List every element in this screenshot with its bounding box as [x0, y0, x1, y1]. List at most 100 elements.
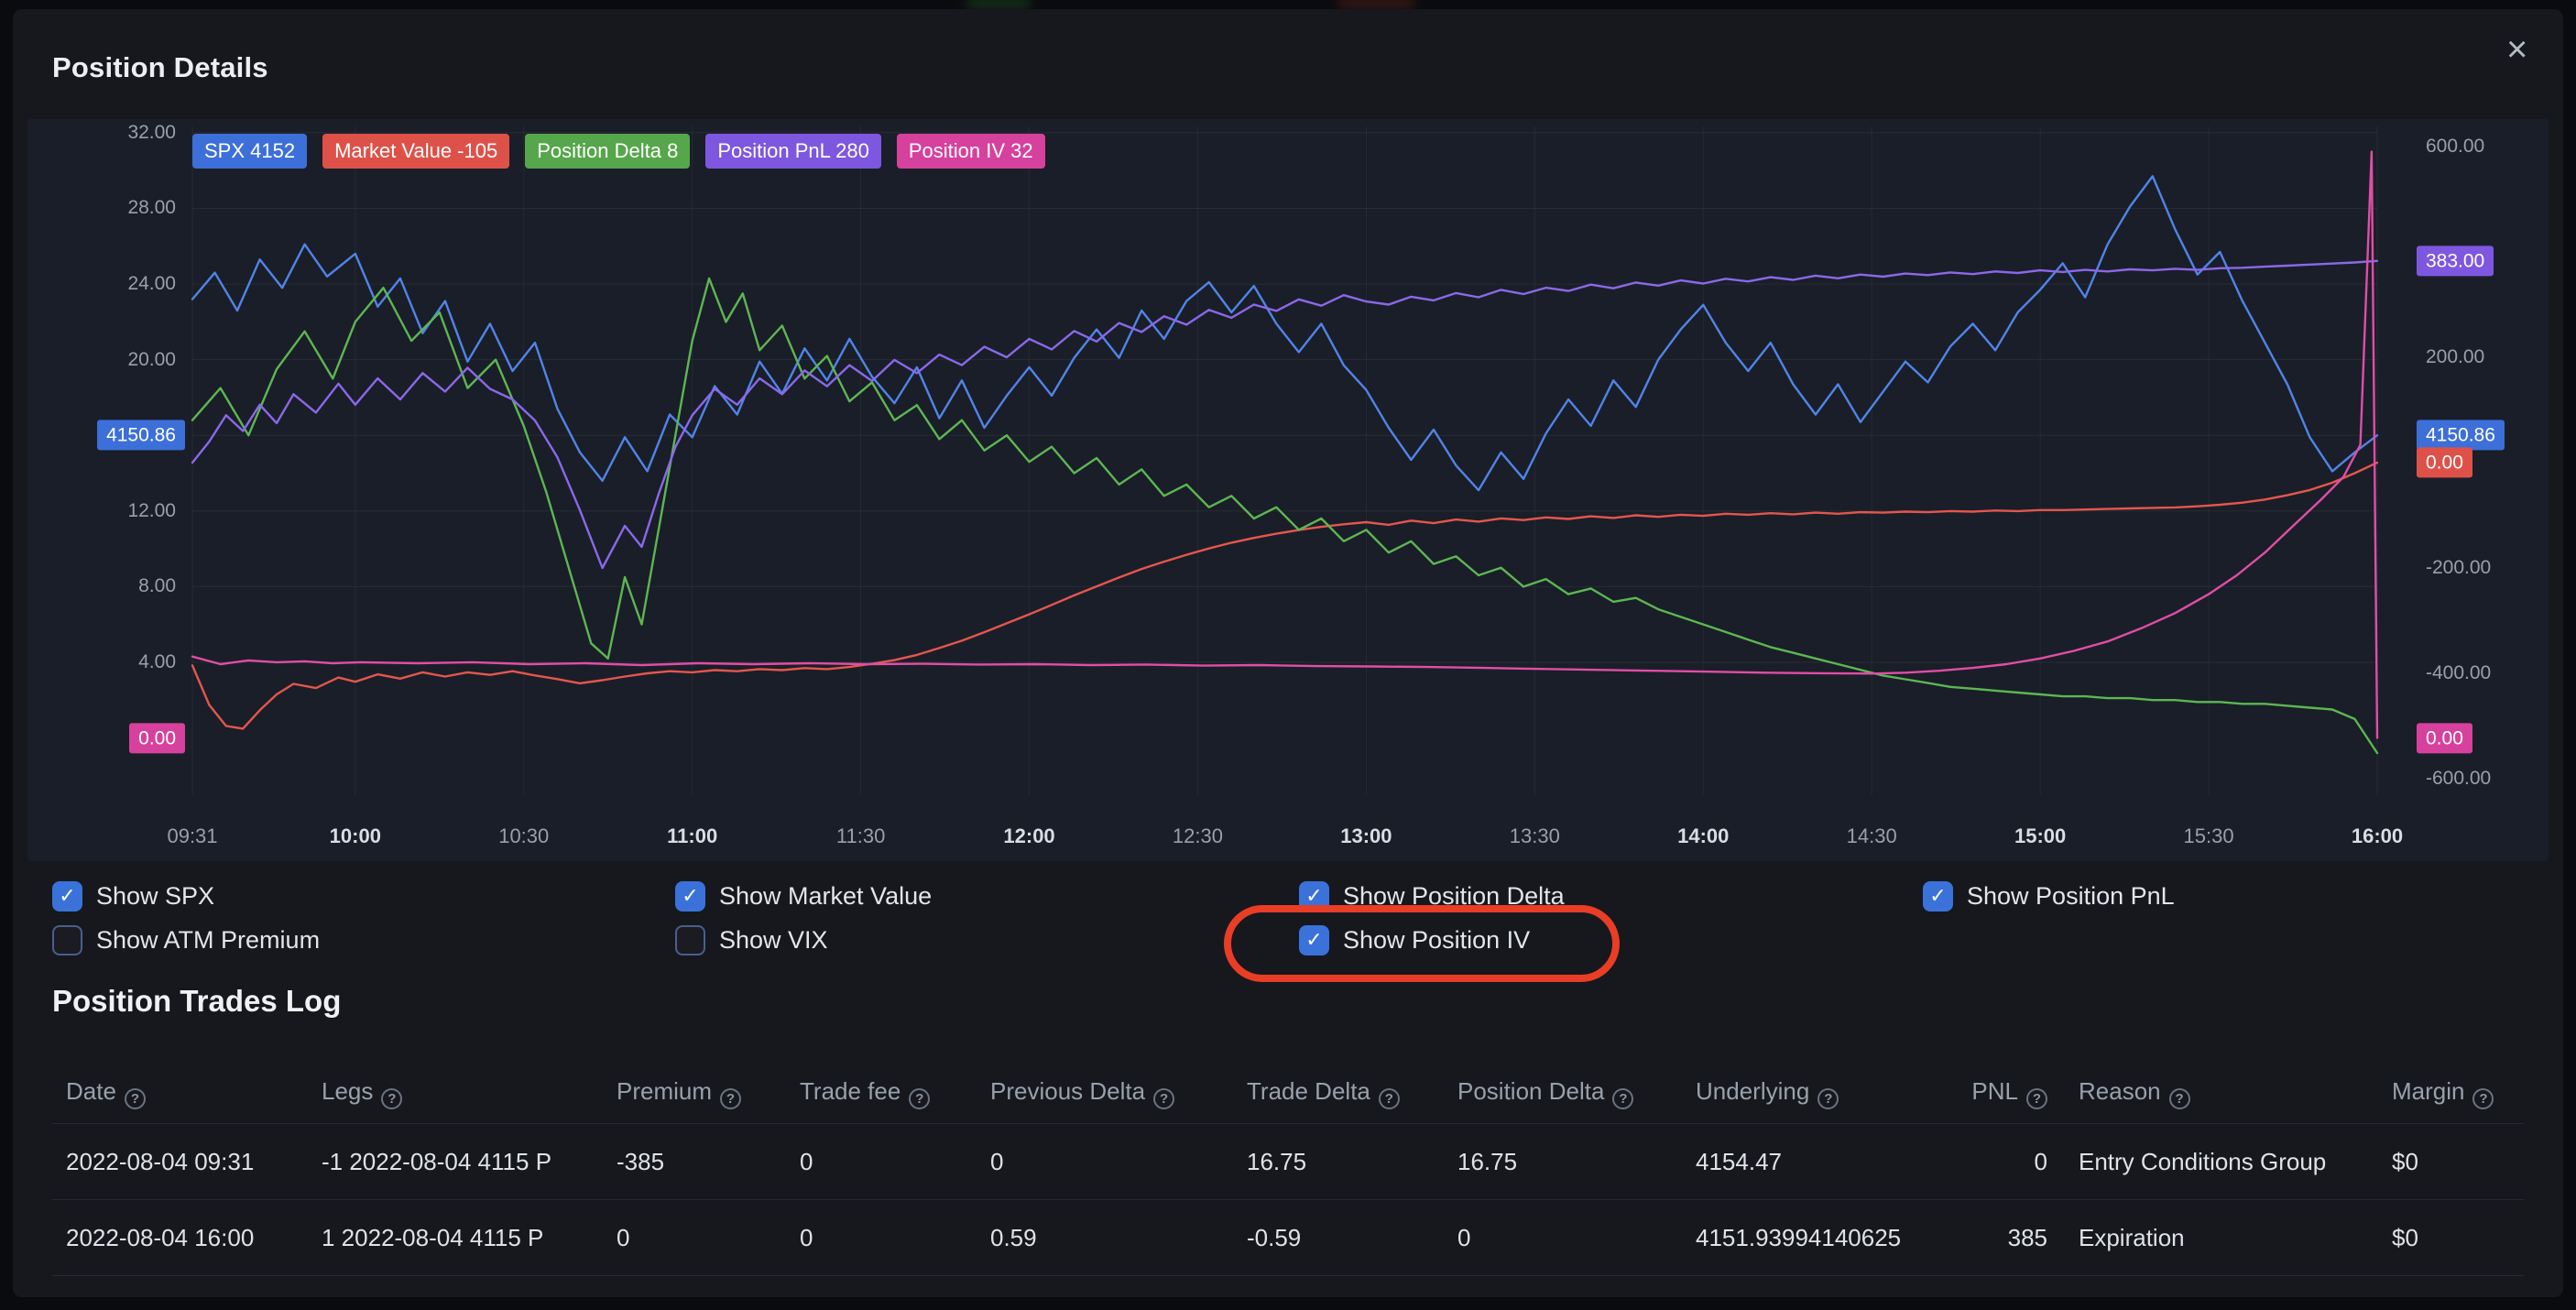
legend-badge-position-delta-8[interactable]: Position Delta 8	[525, 134, 691, 169]
help-icon[interactable]: ?	[124, 1087, 146, 1109]
position-details-modal: Position Details × SPX 4152 Market Value …	[13, 9, 2563, 1297]
left-axis-tick-28-00: 28.00	[127, 197, 176, 219]
series-line-position-iv	[191, 150, 2379, 739]
help-icon[interactable]: ?	[381, 1087, 403, 1109]
trades-table: Date? Legs? Premium? Trade fee? Previous Del…	[52, 1063, 2524, 1276]
cell-underlying: 4151.93994140625	[1681, 1199, 1947, 1276]
left-axis-tick-8-00: 8.00	[138, 575, 176, 597]
cell-trade-delta: -0.59	[1232, 1199, 1443, 1276]
axis-badge-right-0-00: 0.00	[2417, 447, 2472, 478]
column-header-margin: Margin?	[2359, 1063, 2524, 1124]
left-axis-tick-20-00: 20.00	[127, 348, 176, 370]
cell-date: 2022-08-04 16:00	[52, 1199, 307, 1276]
left-axis-tick-4-00: 4.00	[138, 650, 176, 672]
cell-previous-delta: 0	[976, 1123, 1232, 1200]
x-axis-label-09-31: 09:31	[167, 824, 218, 847]
toggle-show-vix: Show VIX	[675, 922, 828, 958]
checkbox-show-market-value[interactable]: ✓	[675, 880, 705, 912]
column-header-trade-fee: Trade fee?	[785, 1063, 976, 1124]
column-header-underlying: Underlying?	[1681, 1063, 1947, 1124]
cell-reason: Entry Conditions Group	[2057, 1123, 2359, 1200]
x-axis-label-14-00: 14:00	[1677, 824, 1730, 847]
right-axis-tick-400-00: -400.00	[2426, 662, 2492, 683]
help-icon[interactable]: ?	[2168, 1087, 2190, 1109]
x-axis-label-11-30: 11:30	[835, 824, 886, 847]
left-axis-tick-12-00: 12.00	[127, 499, 176, 521]
toggle-show-spx: ✓ Show SPX	[52, 878, 214, 914]
x-axis-label-13-30: 13:30	[1509, 824, 1560, 847]
column-header-label: Underlying	[1696, 1076, 1810, 1105]
background-blur-green	[966, 0, 1031, 6]
cell-premium: 0	[602, 1199, 785, 1276]
modal-title: Position Details	[52, 51, 268, 83]
column-header-reason: Reason?	[2057, 1063, 2359, 1124]
cell-legs: 1 2022-08-04 4115 P	[307, 1199, 602, 1276]
help-icon[interactable]: ?	[720, 1087, 742, 1109]
legend-badge-position-pnl-280[interactable]: Position PnL 280	[705, 134, 881, 169]
x-axis-label-15-00: 15:00	[2014, 824, 2067, 847]
column-header-legs: Legs?	[307, 1063, 602, 1124]
toggle-show-position-delta: ✓ Show Position Delta	[1299, 878, 1565, 914]
position-chart: SPX 4152 Market Value -105 Position Delta …	[27, 119, 2549, 861]
help-icon[interactable]: ?	[2026, 1087, 2047, 1109]
column-header-label: Date	[66, 1076, 116, 1105]
legend-badge-spx-4152[interactable]: SPX 4152	[192, 134, 308, 169]
toggle-label-show-position-delta: Show Position Delta	[1343, 881, 1565, 910]
checkbox-show-position-iv[interactable]: ✓	[1299, 924, 1329, 955]
axis-badge-right-0-00: 0.00	[2417, 722, 2472, 754]
column-header-trade-delta: Trade Delta?	[1232, 1063, 1443, 1124]
x-axis-label-12-00: 12:00	[1003, 824, 1055, 847]
toggle-show-atm-premium: Show ATM Premium	[52, 922, 320, 958]
legend-badge-position-iv-32[interactable]: Position IV 32	[896, 134, 1045, 169]
toggle-label-show-vix: Show VIX	[719, 925, 828, 954]
trades-log-title: Position Trades Log	[52, 984, 342, 1018]
help-icon[interactable]: ?	[1378, 1087, 1400, 1109]
toggle-label-show-spx: Show SPX	[96, 881, 215, 910]
right-axis-tick-200-00: 200.00	[2426, 346, 2485, 367]
background-blur-red	[1337, 0, 1415, 6]
toggle-show-position-pnl: ✓ Show Position PnL	[1923, 878, 2175, 914]
chart-canvas	[191, 126, 2379, 795]
cell-margin: $0	[2359, 1199, 2524, 1276]
help-icon[interactable]: ?	[1817, 1087, 1839, 1109]
x-axis-label-14-30: 14:30	[1846, 824, 1897, 847]
column-header-label: Reason	[2079, 1076, 2161, 1105]
checkbox-show-atm-premium[interactable]	[52, 924, 82, 955]
right-axis-tick-200-00: -200.00	[2426, 557, 2492, 578]
x-axis-label-16-00: 16:00	[2351, 824, 2404, 847]
checkbox-show-vix[interactable]	[675, 924, 705, 955]
x-axis-label-10-00: 10:00	[329, 824, 381, 847]
x-axis-label-15-30: 15:30	[2183, 824, 2234, 847]
column-header-label: Trade Delta	[1247, 1076, 1370, 1105]
help-icon[interactable]: ?	[1153, 1087, 1175, 1109]
help-icon[interactable]: ?	[2472, 1087, 2494, 1109]
checkbox-show-position-pnl[interactable]: ✓	[1923, 880, 1953, 912]
toggle-label-show-market-value: Show Market Value	[719, 881, 933, 910]
checkbox-show-spx[interactable]: ✓	[52, 880, 82, 912]
x-axis-label-10-30: 10:30	[498, 824, 550, 847]
cell-reason: Expiration	[2057, 1199, 2359, 1276]
cell-underlying: 4154.47	[1681, 1123, 1947, 1200]
column-header-label: Trade fee	[800, 1076, 901, 1105]
cell-date: 2022-08-04 09:31	[52, 1123, 307, 1200]
toggle-label-show-atm-premium: Show ATM Premium	[96, 925, 321, 954]
chart-legend: SPX 4152 Market Value -105 Position Delta …	[192, 134, 1045, 169]
x-axis-label-12-30: 12:30	[1172, 824, 1223, 847]
column-header-label: Previous Delta	[990, 1076, 1146, 1105]
cell-pnl: 0	[1947, 1123, 2057, 1200]
checkbox-show-position-delta[interactable]: ✓	[1299, 880, 1329, 912]
legend-badge-market-value-105[interactable]: Market Value -105	[322, 134, 510, 169]
help-icon[interactable]: ?	[1612, 1087, 1634, 1109]
help-icon[interactable]: ?	[909, 1087, 931, 1109]
axis-badge-right-383-00: 383.00	[2417, 246, 2494, 277]
column-header-label: Premium	[617, 1076, 713, 1105]
cell-previous-delta: 0.59	[976, 1199, 1232, 1276]
table-row-1: 2022-08-04 16:00 1 2022-08-04 4115 P 0 0 0.5…	[52, 1199, 2524, 1276]
cell-trade-delta: 16.75	[1232, 1123, 1443, 1200]
column-header-label: Position Delta	[1457, 1076, 1605, 1105]
column-header-date: Date?	[52, 1063, 307, 1124]
right-axis-tick-600-00: -600.00	[2426, 768, 2492, 789]
close-icon[interactable]: ×	[2506, 29, 2528, 70]
column-header-previous-delta: Previous Delta?	[976, 1063, 1232, 1124]
x-axis-label-13-00: 13:00	[1340, 824, 1392, 847]
